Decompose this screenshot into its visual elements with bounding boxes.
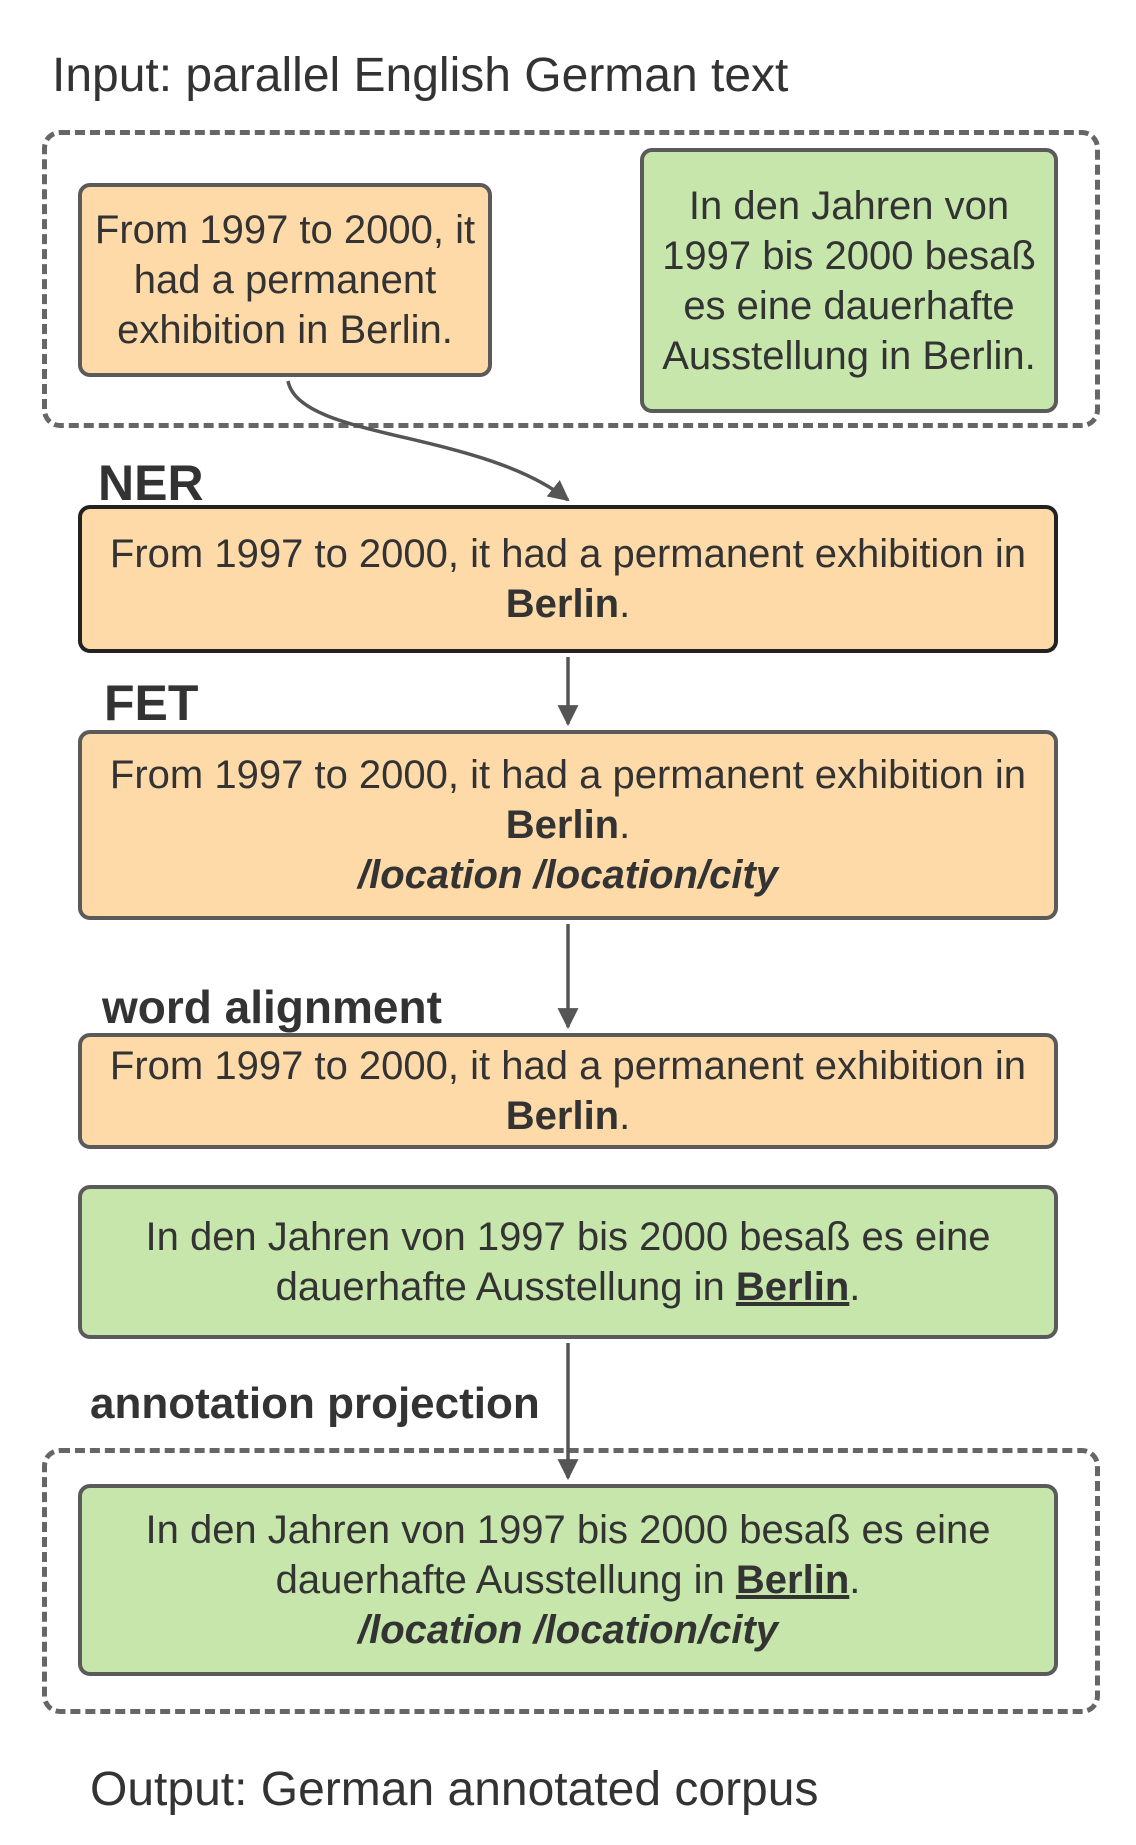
fet-text-before: From 1997 to 2000, it had a permanent ex… [109,753,1027,797]
word-alignment-heading: word alignment [102,981,442,1033]
fet-heading: FET [104,675,199,731]
fet-text: From 1997 to 2000, it had a permanent ex… [92,750,1044,900]
output-label: Output: German annotated corpus [90,1763,819,1816]
english-source-text: From 1997 to 2000, it had a permanent ex… [94,208,476,352]
projection-german-before: In den Jahren von 1997 bis 2000 besaß es… [145,1508,991,1602]
ner-text-before: From 1997 to 2000, it had a permanent ex… [109,532,1027,576]
ner-text: From 1997 to 2000, it had a permanent ex… [92,529,1044,629]
alignment-german-entity: Berlin [735,1265,850,1309]
projection-types: /location /location/city [357,1608,779,1652]
projection-german-after: . [849,1558,861,1602]
projection-german-entity: Berlin [735,1558,850,1602]
german-source-box: In den Jahren von 1997 bis 2000 besaß es… [640,148,1058,413]
english-source-box: From 1997 to 2000, it had a permanent ex… [78,183,492,377]
ner-entity: Berlin [505,582,620,626]
alignment-english-text: From 1997 to 2000, it had a permanent ex… [92,1041,1044,1141]
alignment-english-before: From 1997 to 2000, it had a permanent ex… [109,1044,1027,1088]
input-container [42,130,1100,428]
alignment-english-entity: Berlin [505,1094,620,1138]
fet-entity: Berlin [505,803,620,847]
input-label: Input: parallel English German text [52,49,789,102]
german-source-text: In den Jahren von 1997 bis 2000 besaß es… [662,183,1036,378]
alignment-german-after: . [849,1265,861,1309]
ner-box: From 1997 to 2000, it had a permanent ex… [78,505,1058,653]
alignment-english-after: . [619,1094,631,1138]
alignment-german-before: In den Jahren von 1997 bis 2000 besaß es… [145,1215,991,1309]
annotation-projection-heading: annotation projection [90,1379,540,1428]
fet-text-after: . [619,803,631,847]
projection-box: In den Jahren von 1997 bis 2000 besaß es… [78,1484,1058,1676]
arrow-source-to-ner [286,380,570,502]
ner-text-after: . [619,582,631,626]
fet-box: From 1997 to 2000, it had a permanent ex… [78,730,1058,920]
fet-types: /location /location/city [357,853,779,897]
alignment-german-box: In den Jahren von 1997 bis 2000 besaß es… [78,1185,1058,1339]
output-container [42,1448,1100,1714]
projection-text: In den Jahren von 1997 bis 2000 besaß es… [122,1505,1014,1655]
alignment-english-box: From 1997 to 2000, it had a permanent ex… [78,1033,1058,1149]
ner-heading: NER [98,455,204,511]
alignment-german-text: In den Jahren von 1997 bis 2000 besaß es… [122,1212,1014,1312]
